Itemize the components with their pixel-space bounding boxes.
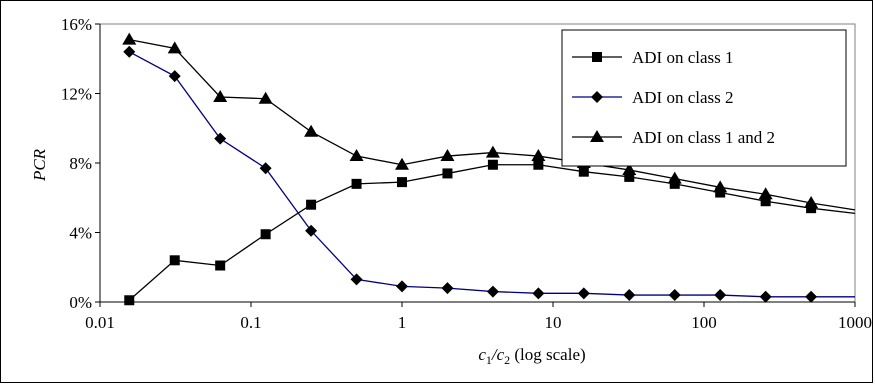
series-1-point — [306, 199, 317, 210]
series-3 — [122, 32, 856, 211]
x-axis-label-slash: /c — [491, 345, 505, 364]
series-3-point — [395, 157, 409, 170]
series-1-point — [351, 178, 362, 189]
series-1-point — [442, 168, 453, 179]
y-axis-label: PCR — [30, 148, 49, 182]
series-2-point — [577, 287, 590, 300]
series-3-point — [122, 32, 137, 45]
legend-entry-label: ADI on class 2 — [632, 88, 734, 107]
series-3-point — [167, 41, 182, 54]
series-2-point — [441, 282, 454, 295]
series-2-point — [668, 289, 681, 302]
series-2-point — [214, 132, 227, 145]
series-2-point — [259, 162, 272, 175]
series-2-point — [486, 285, 499, 298]
series-3-point — [213, 89, 228, 102]
series-2-point — [305, 224, 318, 237]
x-axis-label-rest: (log scale) — [510, 345, 586, 364]
series-3-point — [804, 195, 819, 208]
x-tick-label: 10 — [545, 313, 562, 332]
x-axis-label-sub2: 2 — [504, 353, 510, 367]
series-3-point — [713, 180, 728, 193]
y-tick-label: 16% — [61, 15, 92, 34]
series-1-point — [806, 203, 817, 214]
legend-swatch-marker — [590, 130, 604, 142]
series-2-point — [759, 290, 772, 303]
x-tick-label: 100 — [691, 313, 717, 332]
series-1-point — [578, 166, 589, 177]
series-1-point — [487, 159, 498, 170]
series-1 — [124, 159, 856, 306]
series-1-point — [169, 255, 180, 266]
series-1-point — [533, 159, 544, 170]
y-tick-label: 0% — [69, 293, 92, 312]
legend: ADI on class 1 ADI on class 2 ADI on class… — [561, 29, 847, 167]
series-1-line — [128, 164, 856, 301]
legend-entry-label: ADI on class 1 and 2 — [632, 128, 775, 147]
series-2-point — [714, 289, 727, 302]
series-2-point — [532, 287, 545, 300]
series-3-point — [622, 162, 637, 175]
series-1-point — [124, 295, 135, 306]
series-2-point — [123, 45, 136, 58]
series-1-point — [760, 196, 771, 207]
series-3-point — [258, 91, 273, 104]
x-tick-label: 0.1 — [240, 313, 261, 332]
legend-entry-label: ADI on class 1 — [632, 48, 734, 67]
series-1-point — [715, 187, 726, 198]
legend-swatch-marker — [592, 52, 602, 62]
x-tick-label: 0.01 — [85, 313, 115, 332]
series-3-point — [304, 124, 319, 137]
series-1-point — [215, 260, 226, 271]
series-2-point — [168, 70, 181, 83]
series-layer — [122, 32, 856, 306]
x-axis-label-sub1: 1 — [486, 353, 492, 367]
legend-swatch-marker — [591, 91, 603, 103]
series-3-point — [485, 145, 500, 158]
series-1-point — [397, 177, 407, 188]
series-3-point — [531, 149, 546, 162]
x-axis-label-c1: c — [478, 345, 486, 364]
series-3-point — [758, 187, 773, 200]
series-3-point — [440, 149, 455, 162]
series-2-point — [396, 280, 408, 293]
x-tick-label: 1000 — [838, 313, 872, 332]
axes: 0% 4% 8% 12% 16% 0.01 0.1 1 10 100 1000 — [61, 15, 872, 332]
series-2-point — [350, 273, 363, 286]
series-1-point — [669, 178, 680, 189]
series-3-point — [349, 149, 364, 162]
series-2-point — [805, 290, 818, 303]
y-tick-label: 8% — [69, 154, 92, 173]
series-1-point — [260, 229, 271, 240]
series-2 — [123, 45, 855, 303]
x-tick-label: 1 — [398, 313, 407, 332]
series-3-point — [667, 171, 682, 184]
series-1-point — [624, 171, 635, 182]
y-tick-label: 12% — [61, 85, 92, 104]
x-axis-label: c1/c2 (log scale) — [478, 345, 585, 367]
series-2-point — [623, 289, 636, 302]
y-tick-label: 4% — [69, 224, 92, 243]
legend-box — [561, 29, 847, 167]
